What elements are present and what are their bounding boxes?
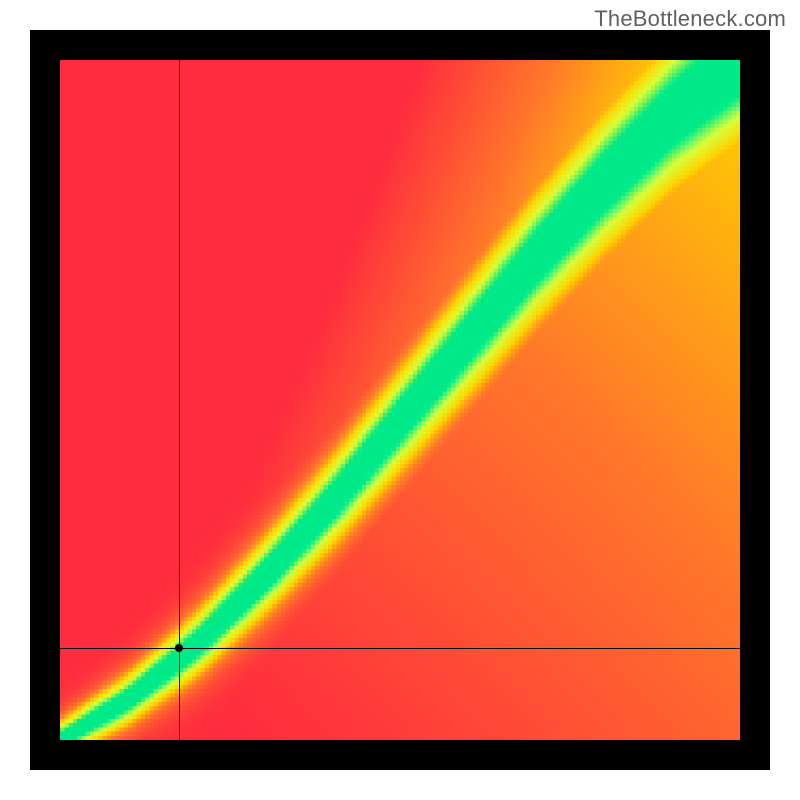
heatmap-stage — [60, 60, 740, 740]
chart-outer-frame — [30, 30, 770, 770]
heatmap-canvas — [60, 60, 740, 740]
crosshair-vertical — [179, 60, 180, 740]
marker-dot — [175, 644, 183, 652]
watermark-text: TheBottleneck.com — [594, 6, 786, 32]
crosshair-horizontal — [60, 648, 740, 649]
